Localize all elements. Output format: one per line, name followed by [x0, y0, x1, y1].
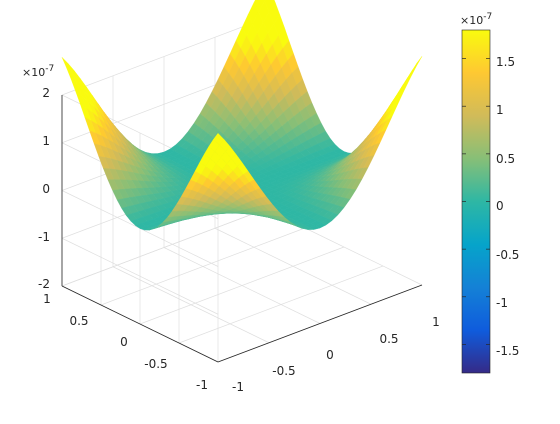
colorbar-tick-label: -1.5 [496, 344, 519, 358]
grid-line [100, 227, 306, 306]
surface-mesh [61, 0, 423, 231]
colorbar-tick-label: 1.5 [496, 55, 515, 69]
y-tick-label: 0 [120, 335, 128, 349]
y-tick-label: 0.5 [69, 314, 88, 328]
tick-labels: -1 -0.5 0 0.5 1 -1 -0.5 0 0.5 1 -2 -1 0 … [22, 64, 440, 394]
grid-line [139, 246, 345, 325]
colorbar-ticks [462, 58, 490, 345]
colorbar-tick-label: 0 [496, 199, 504, 213]
colorbar-tick-label: -0.5 [496, 248, 519, 262]
z-tick-label: -1 [38, 230, 50, 244]
z-multiplier-base: ×10 [22, 66, 45, 79]
grid-line [61, 208, 267, 287]
x-tick-label: -0.5 [272, 364, 295, 378]
surface-patch [411, 56, 423, 73]
y-tick-label: 1 [43, 292, 51, 306]
z-tick-label: -2 [38, 277, 50, 291]
z-tick-label: 2 [42, 86, 50, 100]
x-axis-line [217, 284, 423, 363]
grid-line [61, 237, 219, 315]
x-tick-label: 0 [326, 348, 334, 362]
colorbar-multiplier: ×10-7 [460, 12, 492, 27]
colorbar-gradient [461, 29, 491, 374]
grid-line [214, 227, 372, 305]
grid-line [61, 17, 267, 96]
colorbar-multiplier-base: ×10 [460, 14, 483, 27]
colorbar-tick-label: 1 [496, 103, 504, 117]
z-multiplier-exponent: -7 [45, 64, 54, 74]
colorbar: -1.5 -1 -0.5 0 0.5 1 1.5 ×10-7 [460, 12, 519, 374]
colorbar-tick-label: -1 [496, 296, 508, 310]
z-axis-multiplier: ×10-7 [22, 64, 54, 79]
surface-patch [399, 78, 411, 96]
y-tick-label: -0.5 [144, 357, 167, 371]
x-tick-label: 0.5 [379, 332, 398, 346]
surface-patch [405, 66, 417, 84]
z-tick-label: 0 [42, 182, 50, 196]
x-tick-label: -1 [232, 380, 244, 394]
y-tick-label: -1 [196, 378, 208, 392]
colorbar-multiplier-exponent: -7 [483, 12, 492, 22]
x-tick-label: 1 [432, 315, 440, 329]
y-axis-line [61, 285, 219, 363]
colorbar-tick-label: 0.5 [496, 152, 515, 166]
z-tick-label: 1 [42, 134, 50, 148]
axes-lines [61, 95, 423, 363]
surface-patch [61, 57, 73, 74]
surface-patch [213, 132, 225, 146]
